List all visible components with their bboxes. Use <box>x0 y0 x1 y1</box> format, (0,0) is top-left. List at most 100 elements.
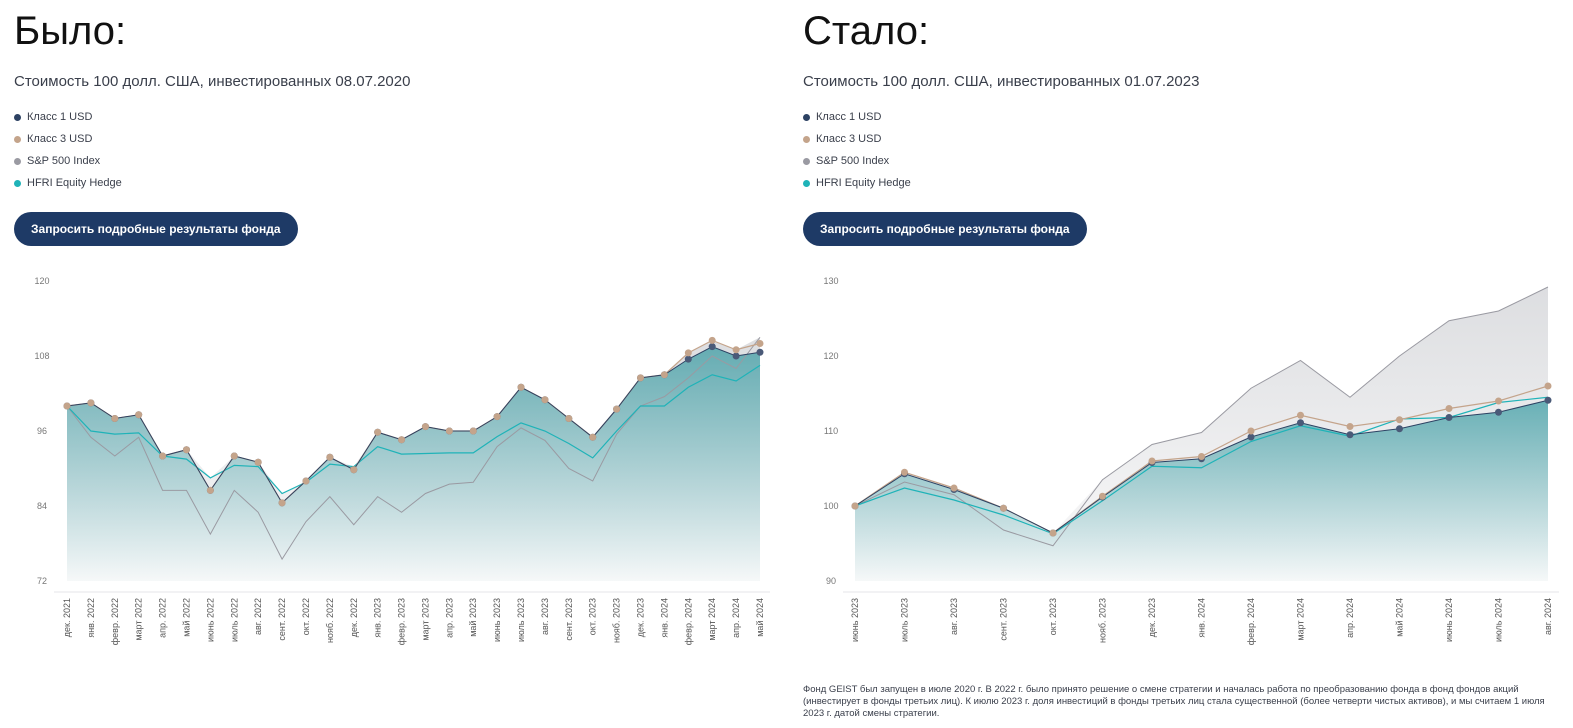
legend-item-class3[interactable]: Класс 3 USD <box>14 128 122 150</box>
y-tick-label: 90 <box>826 576 836 586</box>
y-tick-label: 84 <box>37 501 47 511</box>
data-point-class3 <box>541 396 549 404</box>
x-tick-label: окт. 2023 <box>1048 598 1058 635</box>
panel-heading: Стало: <box>803 9 930 53</box>
y-tick-label: 96 <box>37 426 47 436</box>
x-tick-label: март 2024 <box>707 598 717 641</box>
x-tick-label: февр. 2022 <box>110 598 120 645</box>
data-point-class3 <box>708 336 716 344</box>
data-point-class3 <box>63 402 71 410</box>
x-tick-label: сент. 2023 <box>999 598 1009 641</box>
data-point-class1 <box>1396 425 1403 433</box>
data-point-class3 <box>421 423 429 431</box>
x-tick-label: май 2022 <box>181 598 191 637</box>
data-point-class3 <box>1198 453 1205 460</box>
legend-label: S&P 500 Index <box>816 155 890 167</box>
chart-legend: Класс 1 USD Класс 3 USD S&P 500 Index HF… <box>14 106 122 194</box>
data-point-class3 <box>1049 529 1057 537</box>
legend-label: HFRI Equity Hedge <box>27 177 122 189</box>
legend-dot-icon <box>14 179 21 187</box>
x-tick-label: сент. 2022 <box>277 598 287 641</box>
x-tick-label: авг. 2023 <box>540 598 550 635</box>
legend-label: S&P 500 Index <box>27 155 101 167</box>
x-tick-label: апр. 2024 <box>1345 598 1355 638</box>
data-point-class3 <box>637 374 645 382</box>
data-point-class3 <box>1346 423 1354 430</box>
y-tick-label: 120 <box>34 276 49 286</box>
x-tick-label: авг. 2023 <box>949 598 959 635</box>
series-line-class1 <box>66 346 761 504</box>
data-point-class3 <box>901 468 908 476</box>
data-point-class1 <box>1495 408 1502 416</box>
data-point-class3 <box>1247 427 1255 435</box>
legend-label: Класс 3 USD <box>816 133 882 145</box>
data-point-class3 <box>851 502 859 510</box>
data-point-class3 <box>517 383 525 391</box>
legend-label: Класс 1 USD <box>27 111 93 123</box>
data-point-class3 <box>254 458 262 466</box>
x-tick-label: янв. 2024 <box>1197 598 1207 638</box>
data-point-class3 <box>1396 416 1403 424</box>
x-tick-label: апр. 2022 <box>158 598 168 638</box>
series-line-sp500 <box>66 336 761 561</box>
legend-item-hfri[interactable]: HFRI Equity Hedge <box>803 172 911 194</box>
x-tick-label: февр. 2024 <box>1246 598 1256 645</box>
legend-item-hfri[interactable]: HFRI Equity Hedge <box>14 172 122 194</box>
x-tick-label: март 2022 <box>134 598 144 641</box>
data-point-class1 <box>1445 414 1453 421</box>
legend-label: Класс 1 USD <box>816 111 882 123</box>
fund-area <box>855 400 1548 581</box>
legend-item-sp500[interactable]: S&P 500 Index <box>14 150 122 172</box>
y-tick-label: 108 <box>34 351 49 361</box>
x-tick-label: март 2023 <box>420 598 430 641</box>
x-tick-label: дек. 2021 <box>62 598 72 637</box>
x-tick-label: окт. 2022 <box>301 598 311 635</box>
request-results-button[interactable]: Запросить подробные результаты фонда <box>14 212 298 246</box>
legend-item-class3[interactable]: Класс 3 USD <box>803 128 911 150</box>
x-tick-label: янв. 2024 <box>659 598 669 638</box>
x-tick-label: июнь 2024 <box>1444 598 1454 642</box>
x-tick-label: июль 2024 <box>1494 598 1504 642</box>
series-line-hfri <box>854 396 1549 535</box>
data-point-class3 <box>302 477 310 485</box>
data-point-class3 <box>1099 492 1106 500</box>
chart-panel-before: Было: Стоимость 100 долл. США, инвестиро… <box>0 0 786 728</box>
data-point-class3 <box>230 452 238 460</box>
data-point-class3 <box>350 466 358 474</box>
x-tick-label: янв. 2023 <box>373 598 383 638</box>
x-tick-label: нояб. 2023 <box>612 598 622 643</box>
legend-dot-icon <box>14 135 21 143</box>
x-tick-label: окт. 2023 <box>588 598 598 635</box>
x-tick-label: июнь 2023 <box>850 598 860 642</box>
data-point-class3 <box>684 349 692 357</box>
data-point-class3 <box>1544 382 1552 390</box>
x-tick-label: февр. 2023 <box>397 598 407 645</box>
y-tick-label: 72 <box>37 576 47 586</box>
x-tick-label: нояб. 2023 <box>1098 598 1108 643</box>
x-tick-label: май 2024 <box>1395 598 1405 637</box>
legend-dot-icon <box>14 157 21 165</box>
request-results-button[interactable]: Запросить подробные результаты фонда <box>803 212 1087 246</box>
data-point-class1 <box>1346 431 1354 439</box>
data-point-class3 <box>135 411 143 419</box>
y-tick-label: 130 <box>823 276 838 286</box>
data-point-class3 <box>374 428 382 436</box>
performance-chart-after: 90 100 110 120 130 июнь 2023 июль 2023 авг. 202… <box>823 276 1559 645</box>
legend-dot-icon <box>803 157 810 165</box>
x-tick-label: март 2024 <box>1296 598 1306 641</box>
data-point-class1 <box>1544 396 1552 404</box>
legend-dot-icon <box>14 113 21 121</box>
y-tick-label: 120 <box>823 351 838 361</box>
fund-area <box>67 346 760 581</box>
data-point-class3 <box>1495 397 1502 405</box>
legend-item-sp500[interactable]: S&P 500 Index <box>803 150 911 172</box>
y-tick-label: 110 <box>824 426 838 436</box>
data-point-class3 <box>565 415 573 422</box>
series-line-hfri <box>66 364 761 495</box>
legend-item-class1[interactable]: Класс 1 USD <box>14 106 122 128</box>
data-point-class3 <box>111 415 119 422</box>
x-tick-label: дек. 2022 <box>349 598 359 637</box>
data-point-class3 <box>732 346 740 354</box>
legend-item-class1[interactable]: Класс 1 USD <box>803 106 911 128</box>
x-tick-label: авг. 2022 <box>253 598 263 635</box>
